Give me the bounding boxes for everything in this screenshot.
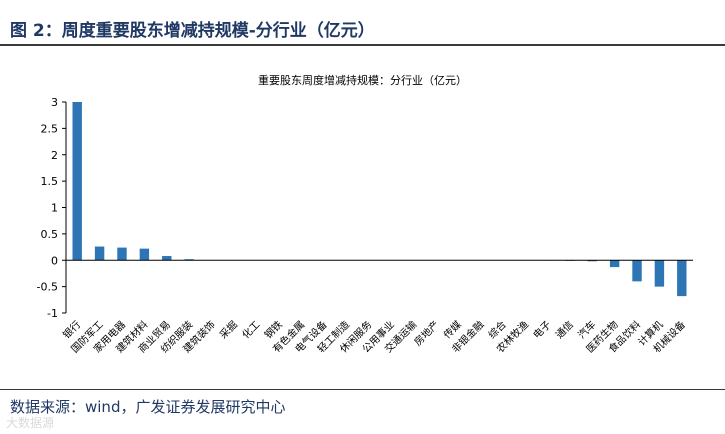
chart-title: 重要股东周度增减持规模：分行业（亿元） [258,74,467,87]
y-tick-label: 0.5 [41,228,59,241]
bottom-divider [0,389,725,390]
y-tick-label: 0 [51,254,58,267]
bar [162,256,172,261]
bar [94,246,105,261]
bar [587,260,597,262]
bar [609,260,620,268]
bar [632,260,642,282]
x-category-label: 通信 [553,319,576,342]
bar [117,247,127,261]
y-tick-label: 2.5 [41,122,59,135]
x-category-label: 采掘 [217,318,240,341]
watermark: 大数据源 [6,416,55,430]
bar [72,102,82,261]
y-tick-label: -0.5 [37,281,58,294]
source-note: 数据来源：wind，广发证券发展研究中心 [10,398,286,416]
y-tick-label: 3 [51,96,58,109]
bar [677,260,687,297]
top-divider [0,44,725,46]
x-category-label: 房地产 [411,318,441,348]
bars [72,102,687,297]
x-category-label: 电子 [530,318,553,341]
x-category-label: 化工 [239,318,262,341]
figure-title: 图 2：周度重要股东增减持规模-分行业（亿元） [10,21,375,41]
bar-chart: 3 2.5 2 1.5 1 0.5 0 -0.5 -1 银行国防军工家用电器建筑材料商业贸易纺织… [37,96,693,355]
bar [654,260,665,287]
y-tick-label: 2 [51,149,58,162]
bar [139,248,150,261]
y-axis: 3 2.5 2 1.5 1 0.5 0 -0.5 -1 [37,96,67,320]
bar [184,259,194,261]
y-tick-label: 1 [51,202,58,215]
y-tick-label: -1 [47,307,58,320]
y-tick-label: 1.5 [41,175,59,188]
